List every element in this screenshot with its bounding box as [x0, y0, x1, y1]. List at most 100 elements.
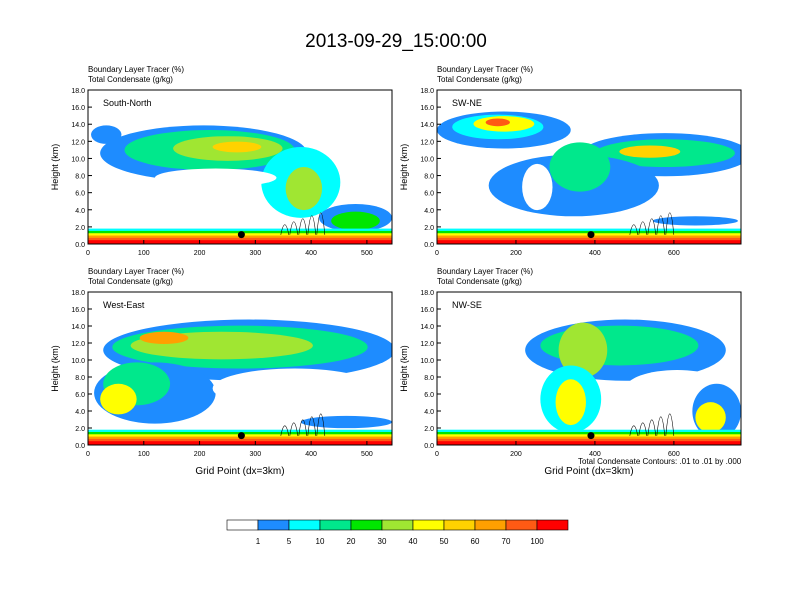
xtick-label-3-4: 400	[305, 451, 317, 458]
xtick-label-1-0: 0	[86, 250, 90, 257]
ytick-label-3-2: 4.0	[75, 409, 85, 416]
contour-1-0	[280, 224, 290, 235]
colorbar: 1 5 10 20 30 40 50 60 70 100	[226, 519, 569, 546]
contour-2-4	[665, 212, 675, 235]
panel-title-4: NW-SE	[452, 300, 482, 310]
boundary-band-4-5	[437, 441, 741, 445]
left-title-2-2: Total Condensate (g/kg)	[437, 75, 522, 84]
shade-3-6	[100, 383, 137, 415]
panel-3: 0.0 2.0 4.0 6.0 8.0 10.0 12.0 14.0 16.0 18.0 0 100 2…	[50, 267, 393, 477]
colorbar-label-4: 30	[378, 537, 387, 546]
panel-2: 0.0 2.0 4.0 6.0 8.0 10.0 12.0 14.0 16.0 18.0 0 200 4…	[399, 65, 742, 257]
ytick-label-3-9: 18.0	[71, 290, 85, 297]
boundary-band-3-5	[88, 441, 392, 445]
shade-3-7	[212, 368, 377, 409]
xtick-label-4-1: 200	[510, 451, 522, 458]
ytick-label-2-2: 4.0	[424, 208, 434, 215]
contour-2-2	[647, 218, 657, 235]
ylabel-4: Height (km)	[399, 345, 409, 392]
ytick-label-2-6: 12.0	[420, 139, 434, 146]
ytick-label-3-4: 8.0	[75, 375, 85, 382]
contour-4-0	[629, 425, 639, 436]
colorbar-label-6: 50	[440, 537, 449, 546]
ytick-label-3-3: 6.0	[75, 392, 85, 399]
ytick-label-4-2: 4.0	[424, 409, 434, 416]
colorbar-box-9	[505, 519, 538, 531]
xtick-label-3-0: 0	[86, 451, 90, 458]
ytick-label-3-5: 10.0	[71, 358, 85, 365]
xtick-label-1-1: 100	[138, 250, 150, 257]
xtick-label-1-2: 200	[194, 250, 206, 257]
contour-4-3	[656, 416, 666, 436]
figure-title: 2013-09-29_15:00:00	[305, 31, 487, 52]
shade-1-9	[154, 168, 277, 188]
shade-2-3	[485, 118, 510, 127]
xtick-label-2-1: 200	[510, 250, 522, 257]
contour-1-2	[298, 218, 308, 235]
ytick-label-1-9: 18.0	[71, 88, 85, 95]
colorbar-box-0	[226, 519, 259, 531]
contour-3-2	[298, 419, 308, 436]
xtick-label-3-5: 500	[361, 451, 373, 458]
location-marker-1	[237, 231, 245, 239]
ytick-label-4-5: 10.0	[420, 358, 434, 365]
contour-3-4	[316, 413, 326, 436]
ytick-label-1-8: 16.0	[71, 105, 85, 112]
left-title-2-1: Total Condensate (g/kg)	[88, 75, 173, 84]
panel-title-3: West-East	[103, 300, 145, 310]
ytick-label-4-3: 6.0	[424, 392, 434, 399]
colorbar-box-6	[412, 519, 445, 531]
ytick-label-1-2: 4.0	[75, 208, 85, 215]
xtick-label-1-5: 500	[361, 250, 373, 257]
colorbar-label-9: 100	[530, 537, 544, 546]
shade-4-4	[555, 379, 586, 426]
ytick-label-2-5: 10.0	[420, 156, 434, 163]
colorbar-box-7	[443, 519, 476, 531]
colorbar-label-2: 10	[316, 537, 325, 546]
xtick-label-3-1: 100	[138, 451, 150, 458]
ytick-label-1-7: 14.0	[71, 122, 85, 129]
ytick-label-3-1: 2.0	[75, 426, 85, 433]
contour-1-1	[289, 221, 299, 235]
contour-2-0	[629, 224, 639, 235]
contour-4-2	[647, 419, 657, 436]
ytick-label-1-4: 8.0	[75, 174, 85, 181]
ytick-label-2-1: 2.0	[424, 225, 434, 232]
frame-2	[436, 89, 742, 245]
shade-4-7	[695, 402, 726, 433]
ytick-label-1-3: 6.0	[75, 191, 85, 198]
ytick-label-2-4: 8.0	[424, 174, 434, 181]
left-title-2-3: Total Condensate (g/kg)	[88, 277, 173, 286]
ytick-label-2-8: 16.0	[420, 105, 434, 112]
ytick-label-2-9: 18.0	[420, 88, 434, 95]
xtick-label-2-2: 400	[589, 250, 601, 257]
colorbar-label-0: 1	[256, 537, 261, 546]
field-2	[437, 90, 741, 244]
shade-1-6	[285, 167, 323, 211]
ytick-label-3-0: 0.0	[75, 443, 85, 450]
ytick-label-1-5: 10.0	[71, 156, 85, 163]
ytick-label-4-4: 8.0	[424, 375, 434, 382]
ytick-label-1-1: 2.0	[75, 225, 85, 232]
colorbar-box-8	[474, 519, 507, 531]
field-4	[437, 292, 741, 445]
panel-title-2: SW-NE	[452, 98, 482, 108]
shade-2-11	[652, 216, 738, 226]
ytick-label-4-9: 18.0	[420, 290, 434, 297]
shade-2-10	[522, 163, 553, 211]
location-marker-2	[587, 231, 595, 239]
contour-footnote: Total Condensate Contours: .01 to .01 by…	[578, 457, 742, 466]
colorbar-label-1: 5	[287, 537, 292, 546]
left-title-1-3: Boundary Layer Tracer (%)	[88, 267, 184, 276]
colorbar-label-7: 60	[471, 537, 480, 546]
xtick-label-4-2: 400	[589, 451, 601, 458]
contour-3-0	[280, 425, 290, 436]
ytick-label-4-7: 14.0	[420, 324, 434, 331]
ylabel-2: Height (km)	[399, 144, 409, 191]
boundary-band-1-5	[88, 240, 392, 244]
shade-4-2	[558, 322, 608, 378]
shade-1-8	[331, 211, 380, 231]
ytick-label-3-7: 14.0	[71, 324, 85, 331]
ytick-label-4-1: 2.0	[424, 426, 434, 433]
shade-2-8	[549, 142, 611, 192]
